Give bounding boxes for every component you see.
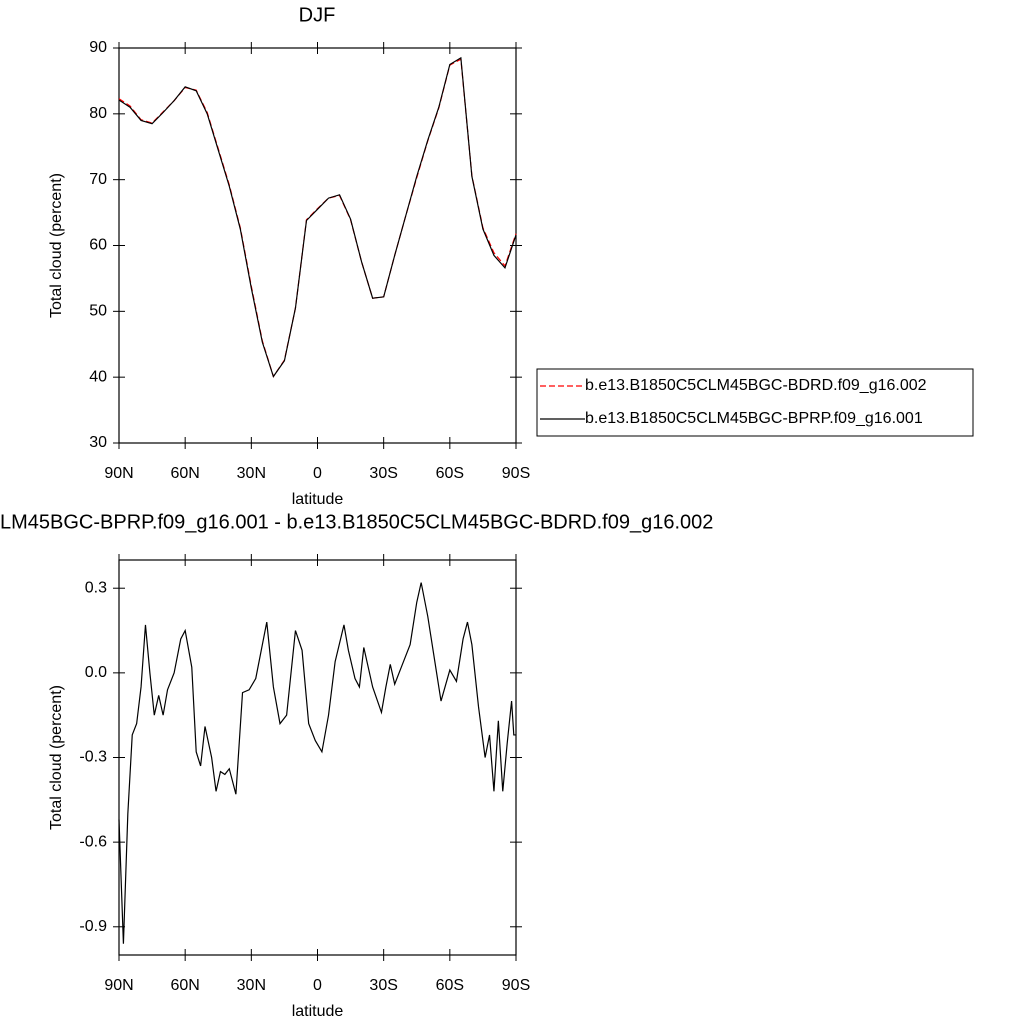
legend-label: b.e13.B1850C5CLM45BGC-BPRP.f09_g16.001 (585, 410, 923, 427)
x-tick-label: 60S (436, 465, 464, 482)
y-tick-label: 90 (89, 39, 107, 56)
x-tick-label: 30S (369, 465, 397, 482)
data-line (118, 582, 516, 944)
y-tick-label: 40 (89, 368, 107, 385)
y-tick-label: 80 (89, 105, 107, 122)
y-tick-label: -0.9 (79, 918, 107, 935)
x-axis-label: latitude (292, 1003, 344, 1020)
legend-box (536, 368, 974, 437)
y-tick-label: 30 (89, 434, 107, 451)
legend-label: b.e13.B1850C5CLM45BGC-BDRD.f09_g16.002 (585, 377, 927, 394)
y-tick-label: 70 (89, 171, 107, 188)
x-axis-label: latitude (292, 491, 344, 508)
x-tick-label: 90S (502, 977, 530, 994)
x-tick-label: 30N (237, 465, 266, 482)
y-tick-label: -0.3 (79, 749, 107, 766)
x-tick-label: 0 (313, 977, 322, 994)
y-axis-label: Total cloud (percent) (48, 685, 65, 830)
plot-frame (118, 559, 517, 956)
x-tick-label: 90N (104, 977, 133, 994)
data-line (118, 58, 517, 378)
x-tick-label: 60S (436, 977, 464, 994)
x-tick-label: 90N (104, 465, 133, 482)
chart-title: DJF (299, 4, 336, 26)
x-tick-label: 60N (170, 977, 199, 994)
y-tick-label: 0.0 (85, 664, 107, 681)
x-tick-label: 30N (237, 977, 266, 994)
chart-title: LM45BGC-BPRP.f09_g16.001 - b.e13.B1850C5… (0, 511, 713, 533)
y-tick-label: -0.6 (79, 833, 107, 850)
x-tick-label: 0 (313, 465, 322, 482)
y-tick-label: 60 (89, 237, 107, 254)
plot-frame (118, 47, 517, 444)
x-tick-label: 30S (369, 977, 397, 994)
data-line (118, 56, 517, 378)
x-tick-label: 60N (170, 465, 199, 482)
y-tick-label: 0.3 (85, 579, 107, 596)
y-tick-label: 50 (89, 303, 107, 320)
x-tick-label: 90S (502, 465, 530, 482)
y-axis-label: Total cloud (percent) (48, 173, 65, 318)
